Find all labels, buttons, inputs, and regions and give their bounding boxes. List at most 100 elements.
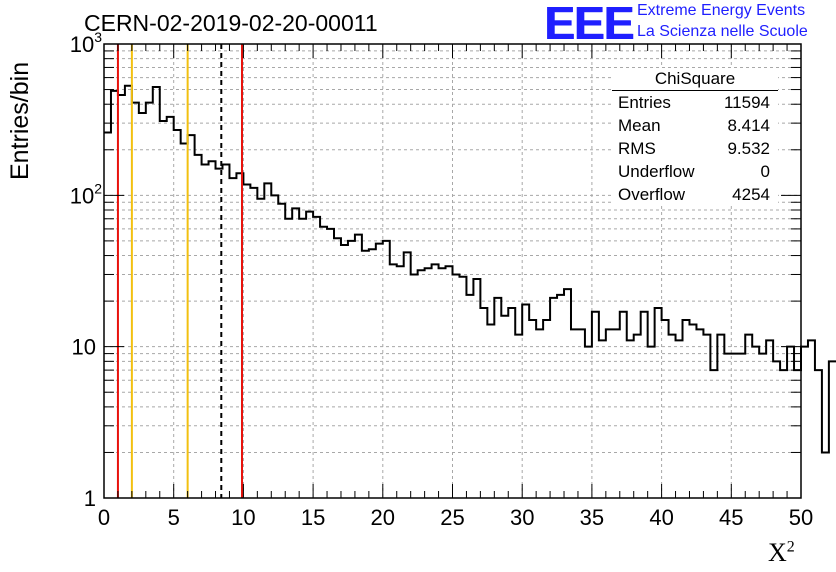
histogram-bin [780,370,787,498]
histogram-bin [383,241,390,498]
histogram-bin [522,304,529,498]
histogram-bin [167,117,174,498]
histogram-bin [710,370,717,498]
histogram-bin [738,354,745,498]
histogram-bin [411,274,418,498]
histogram-bin [306,212,313,498]
histogram-bin [376,244,383,498]
x-tick-label: 10 [231,505,255,530]
histogram-bin [578,329,585,498]
stats-label: Mean [618,116,661,135]
histogram-bin [766,340,773,498]
histogram-bin [278,204,285,498]
x-tick-label: 40 [649,505,673,530]
histogram-bin [822,452,829,498]
histogram-bin [543,320,550,498]
histogram-bin [480,308,487,498]
histogram-bin [550,298,557,498]
y-axis-label: Entries/bin [6,61,34,180]
histogram-bin [634,335,641,498]
histogram-bin [473,279,480,498]
x-axis-label-base: X [768,538,787,567]
histogram-bin [132,103,139,498]
stats-value: 0 [760,162,770,181]
stats-value: 11594 [723,93,770,112]
histogram-bin [118,95,125,498]
histogram-bin [794,370,801,498]
histogram-bin [529,320,536,498]
histogram-bin [585,347,592,498]
histogram-bin [209,161,216,498]
histogram-bin [627,340,634,498]
histogram-bin [669,335,676,498]
logo-line-1: Extreme Energy Events [637,2,806,19]
histogram-bin [404,252,411,498]
stats-label: Underflow [618,162,695,181]
reference-lines [116,44,244,498]
histogram-bin [453,274,460,498]
histogram-bin [606,329,613,498]
histogram-bin [787,347,794,498]
y-tick-label-exponent: 3 [94,29,102,45]
histogram-bin [676,340,683,498]
x-tick-label: 35 [580,505,604,530]
histogram-bin [557,295,564,498]
histogram-bin [599,340,606,498]
y-tick-label-base: 10 [70,32,94,57]
histogram-bin [313,217,320,498]
histogram-bin [717,335,724,498]
histogram-bin [773,361,780,498]
histogram-bin [229,178,236,498]
histogram-bin [243,184,250,498]
histogram-bin [494,298,501,498]
histogram-bin [355,235,362,498]
histogram-bin [202,164,209,498]
histogram-bin [369,249,376,498]
x-tick-label: 45 [719,505,743,530]
histogram-bin [508,308,515,498]
histogram-bin [439,268,446,498]
histogram-bin [146,103,153,498]
histogram-bin [111,91,118,498]
histogram-bin [564,289,571,498]
y-tick-label: 10 [72,335,96,360]
histogram-bin [125,86,132,498]
histogram-bin [689,325,696,498]
stats-label: RMS [618,139,656,158]
histogram-bin [731,354,738,498]
histogram-bin [425,268,432,498]
histogram-bin [459,277,466,498]
histogram-bin [418,270,425,498]
x-tick-label: 25 [440,505,464,530]
stats-row-overflow: Overflow 4254 [612,183,778,206]
histogram-bin [613,329,620,498]
histogram-bin [222,164,229,498]
x-axis-label: X2 [768,538,795,568]
stats-label: Entries [618,93,671,112]
histogram-bin [174,130,181,498]
x-tick-label: 0 [98,505,110,530]
histogram-bin [641,312,648,498]
histogram-bars [104,84,836,498]
histogram-bin [515,335,522,498]
histogram-bin [341,245,348,498]
histogram-bin [348,241,355,498]
logo-line-2: La Scienza nelle Scuole [637,23,808,40]
y-tick-label: 1 [84,486,96,511]
histogram-bin [536,329,543,498]
histogram-bin [571,329,578,498]
x-tick-label: 5 [168,505,180,530]
histogram-bin [432,264,439,498]
histogram-bin [829,361,836,498]
histogram-bin [397,266,404,498]
stats-row-entries: Entries 11594 [612,91,778,114]
histogram-bin [188,135,195,498]
histogram-bin [320,227,327,498]
stats-row-mean: Mean 8.414 [612,114,778,137]
histogram-bin [299,219,306,498]
histogram-bin [801,347,808,498]
x-axis-label-superscript: 2 [786,538,795,556]
stats-row-rms: RMS 9.532 [612,137,778,160]
